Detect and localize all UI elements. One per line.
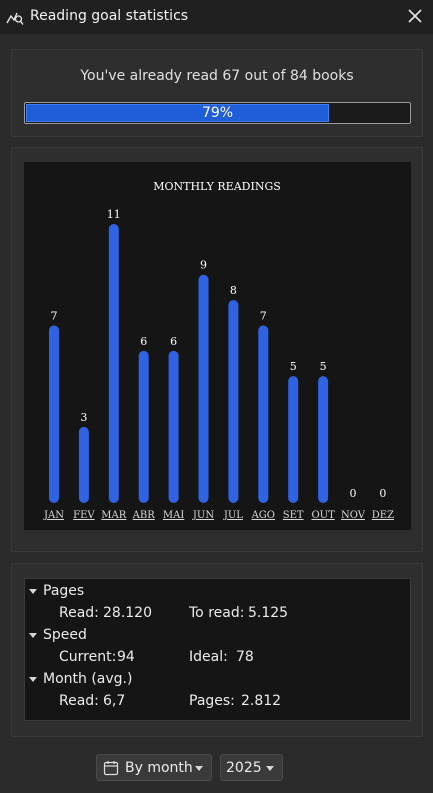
- chart-value-label-dez: 0: [379, 487, 386, 500]
- chart-value-label-set: 5: [290, 360, 297, 373]
- chart-tick-label-mar: MAR: [101, 510, 126, 521]
- chart-tick-label-out: OUT: [311, 510, 335, 521]
- chart-value-label-ago: 7: [260, 309, 267, 322]
- chart-value-label-out: 5: [320, 360, 327, 373]
- month-avg-group-label[interactable]: Month (avg.): [43, 671, 133, 687]
- bottom-controls: By month 2025: [0, 745, 433, 793]
- chart-tick-label-mai: MAI: [163, 510, 184, 521]
- progress-panel: You've already read 67 out of 84 books 7…: [11, 49, 423, 137]
- chart-value-label-jan: 7: [51, 309, 58, 322]
- chart-bar-jun: [198, 274, 209, 503]
- stats-tree: Pages Read: 28.120 To read: 5.125 Speed …: [24, 578, 411, 721]
- month-avg-read-label: Read:: [59, 693, 99, 709]
- period-dropdown-value: By month: [125, 760, 193, 776]
- chevron-down-icon: [195, 766, 203, 771]
- chart-value-label-fev: 3: [80, 411, 87, 424]
- speed-current-label: Current:: [59, 649, 117, 665]
- chart-bar-abr: [138, 350, 149, 503]
- chart-value-label-mai: 6: [170, 335, 177, 348]
- chart-tick-label-set: SET: [283, 510, 304, 521]
- period-dropdown[interactable]: By month: [96, 754, 212, 781]
- chart-tick-label-fev: FEV: [73, 510, 95, 521]
- chart-value-label-abr: 6: [140, 335, 147, 348]
- monthly-readings-chart: MONTHLY READINGS 7 JAN 3 FEV 11 MAR 6 ABR 6 MAI 9 J…: [24, 162, 411, 530]
- pages-read-value: 28.120: [103, 605, 152, 621]
- title-bar: Reading goal statistics: [0, 0, 433, 34]
- progress-bar-fill: [26, 104, 329, 122]
- chart-svg: MONTHLY READINGS 7 JAN 3 FEV 11 MAR 6 ABR 6 MAI 9 J…: [43, 180, 394, 521]
- chart-tick-label-jul: JUL: [223, 510, 243, 521]
- chart-bar-mai: [168, 350, 179, 503]
- progress-summary: You've already read 67 out of 84 books: [80, 68, 354, 84]
- chart-tick-label-ago: AGO: [251, 510, 275, 521]
- expand-pages-arrow-icon[interactable]: [29, 589, 37, 594]
- speed-ideal-value: 78: [236, 649, 254, 665]
- chart-panel: MONTHLY READINGS 7 JAN 3 FEV 11 MAR 6 ABR 6 MAI 9 J…: [11, 147, 423, 552]
- pages-to-read-label: To read:: [189, 605, 245, 621]
- chart-value-label-mar: 11: [107, 208, 121, 221]
- chart-tick-label-dez: DEZ: [372, 510, 394, 521]
- speed-ideal-label: Ideal:: [189, 649, 228, 665]
- chart-tick-label-nov: NOV: [341, 510, 366, 521]
- month-avg-pages-value: 2.812: [241, 693, 282, 709]
- expand-month-avg-arrow-icon[interactable]: [29, 677, 37, 682]
- chart-icon: [6, 12, 24, 25]
- progress-bar: 79%: [24, 102, 411, 124]
- pages-group-label[interactable]: Pages: [43, 583, 85, 599]
- speed-current-value: 94: [117, 649, 135, 665]
- chart-bar-mar: [108, 224, 119, 503]
- year-dropdown[interactable]: 2025: [220, 754, 283, 781]
- chart-value-label-jul: 8: [230, 284, 237, 297]
- month-avg-pages-label: Pages:: [189, 693, 235, 709]
- pages-read-label: Read:: [59, 605, 99, 621]
- chart-bar-jan: [49, 325, 59, 503]
- progress-percent: 79%: [201, 105, 234, 121]
- chart-tick-label-jun: JUN: [192, 510, 214, 521]
- chart-tick-label-abr: ABR: [132, 510, 156, 521]
- chart-title: MONTHLY READINGS: [153, 180, 281, 193]
- calendar-icon: [103, 761, 119, 776]
- close-icon[interactable]: [405, 6, 425, 26]
- month-avg-read-value: 6,7: [103, 693, 126, 709]
- expand-speed-arrow-icon[interactable]: [29, 633, 37, 638]
- chart-bar-out: [318, 376, 329, 503]
- chart-value-label-jun: 9: [200, 259, 207, 272]
- chevron-down-icon: [266, 766, 274, 771]
- chart-bar-set: [288, 376, 299, 503]
- year-dropdown-value: 2025: [226, 760, 262, 776]
- chart-tick-label-jan: JAN: [43, 510, 64, 521]
- stats-panel: Pages Read: 28.120 To read: 5.125 Speed …: [11, 563, 423, 737]
- chart-value-label-nov: 0: [350, 487, 357, 500]
- chart-bar-fev: [78, 426, 89, 503]
- chart-bar-jul: [228, 300, 239, 503]
- chart-bar-ago: [258, 325, 269, 503]
- window-title: Reading goal statistics: [30, 8, 189, 24]
- speed-group-label[interactable]: Speed: [43, 627, 87, 643]
- pages-to-read-value: 5.125: [248, 605, 289, 621]
